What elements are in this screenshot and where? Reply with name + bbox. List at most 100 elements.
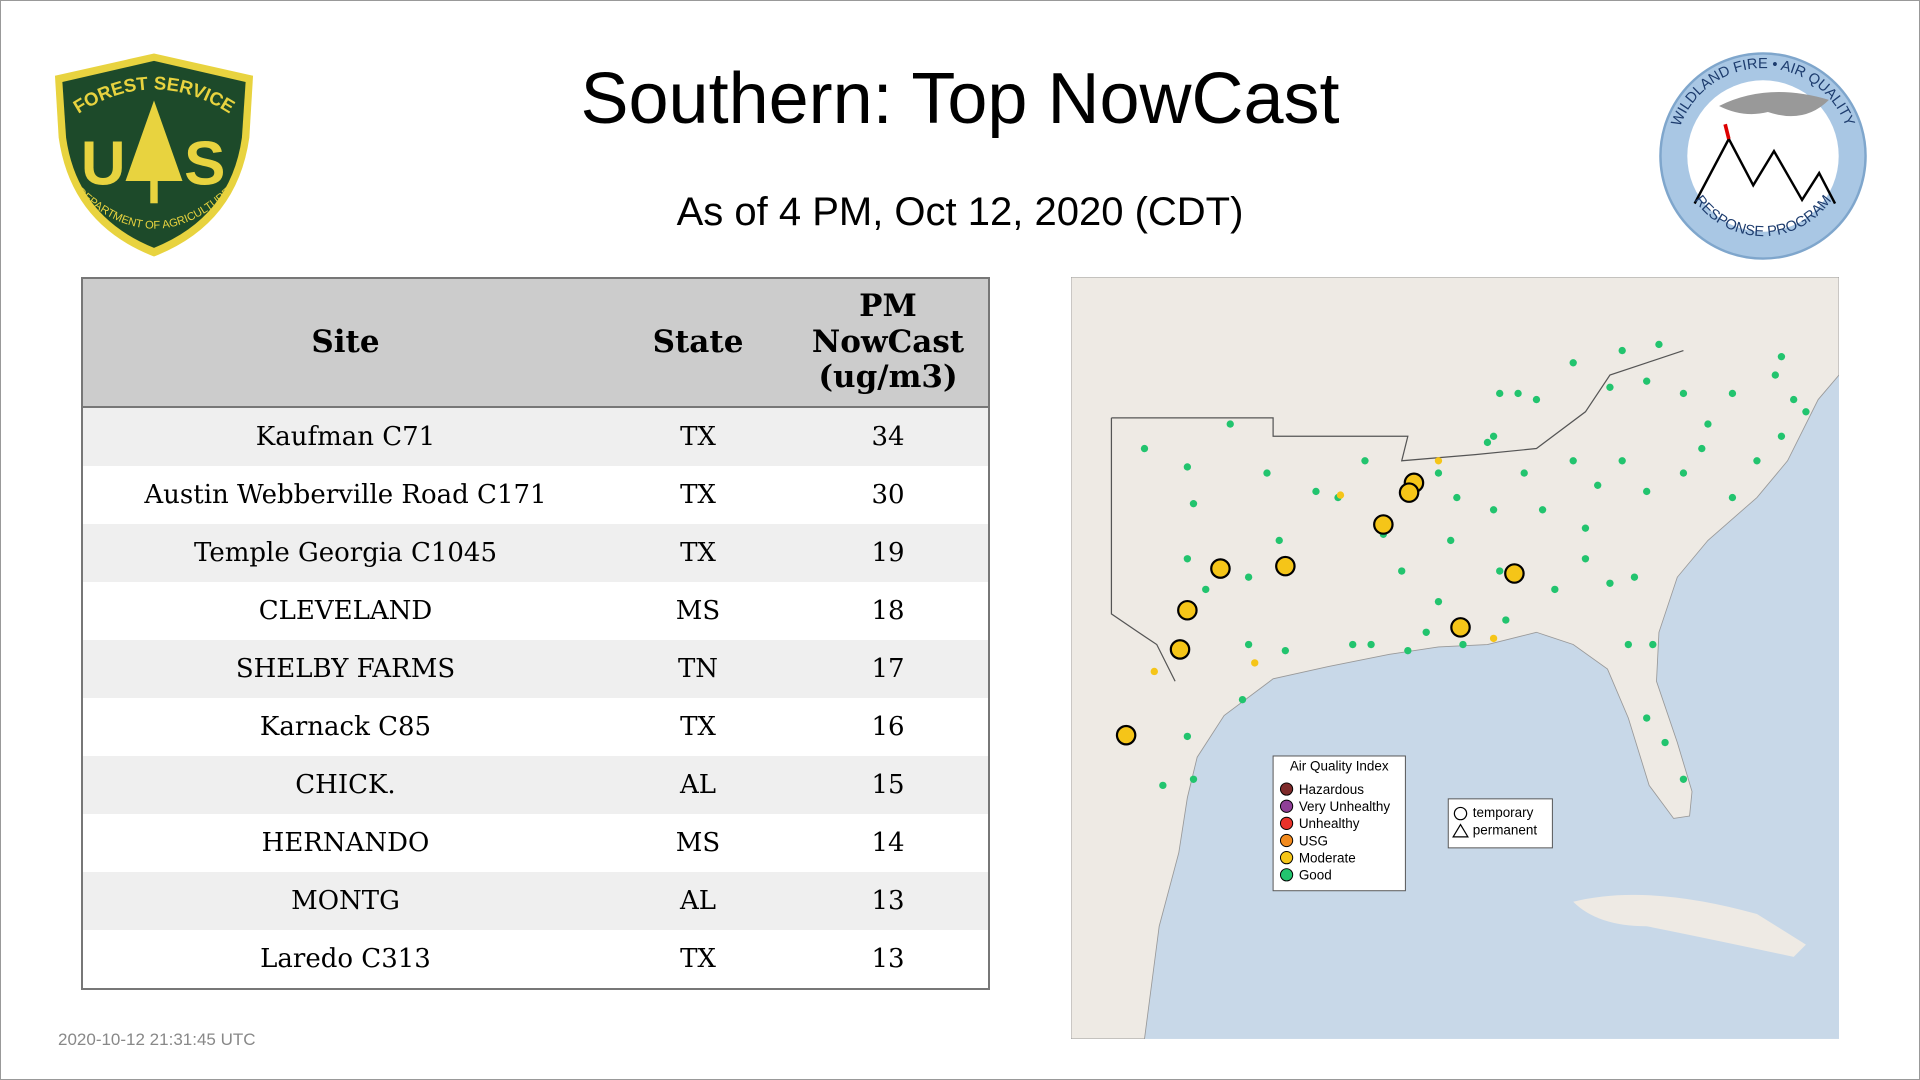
table-cell: CLEVELAND bbox=[258, 596, 433, 626]
station bbox=[1434, 469, 1443, 477]
station bbox=[1367, 640, 1375, 649]
station bbox=[1373, 514, 1394, 535]
station bbox=[1183, 732, 1192, 741]
table-row: Austin Webberville Road C171 TX 30 bbox=[82, 466, 989, 524]
table-cell: TX bbox=[608, 524, 788, 582]
column-header: Site bbox=[82, 278, 608, 408]
timestamp: 2020-10-12 21:31:45 UTC bbox=[58, 1030, 256, 1049]
station bbox=[1189, 499, 1198, 508]
station bbox=[1790, 395, 1798, 404]
station bbox=[1210, 558, 1231, 579]
table-cell: Austin Webberville Road C171 bbox=[144, 480, 547, 510]
table-cell: TX bbox=[608, 407, 788, 466]
legend-swatch bbox=[1279, 816, 1294, 830]
station bbox=[1244, 640, 1253, 649]
station bbox=[1251, 659, 1259, 667]
station bbox=[1771, 371, 1779, 379]
station bbox=[1728, 493, 1737, 502]
table-row: Laredo C313 TX 13 bbox=[82, 930, 989, 989]
station bbox=[1514, 389, 1522, 398]
station bbox=[1606, 579, 1614, 587]
station bbox=[1643, 487, 1651, 496]
station bbox=[1624, 640, 1632, 649]
station bbox=[1532, 395, 1541, 404]
legend-title: Air Quality Index bbox=[1290, 759, 1389, 774]
subtitle: As of 4 PM, Oct 12, 2020 (CDT) bbox=[676, 190, 1244, 234]
station bbox=[1504, 563, 1525, 584]
legend-swatch bbox=[1279, 833, 1294, 848]
station bbox=[1336, 491, 1345, 499]
table-cell: 13 bbox=[788, 872, 989, 930]
table-cell: Karnack C85 bbox=[259, 712, 432, 742]
station bbox=[1434, 597, 1443, 606]
station bbox=[1643, 377, 1651, 385]
station bbox=[1753, 457, 1761, 465]
table-cell: Temple Georgia C1045 bbox=[82, 524, 608, 582]
station bbox=[1312, 487, 1320, 496]
table-cell: TX bbox=[680, 712, 716, 742]
legend-swatch bbox=[1279, 868, 1294, 882]
table-cell: TN bbox=[608, 640, 788, 698]
legend-label: Very Unhealthy bbox=[1299, 799, 1391, 814]
table-cell: Kaufman C71 bbox=[82, 407, 608, 466]
legend-swatch bbox=[1279, 782, 1294, 796]
table-row: SHELBY FARMS TN 17 bbox=[82, 640, 989, 698]
station bbox=[1275, 555, 1296, 577]
station bbox=[1551, 585, 1559, 594]
table-cell: 19 bbox=[788, 524, 989, 582]
station bbox=[1698, 444, 1706, 453]
station bbox=[1275, 536, 1283, 545]
station bbox=[1502, 616, 1510, 624]
station bbox=[1581, 524, 1590, 532]
station bbox=[1728, 389, 1737, 398]
station bbox=[1679, 389, 1688, 398]
column-header: State bbox=[608, 278, 788, 408]
legend-label: Good bbox=[1299, 868, 1332, 883]
station bbox=[1606, 383, 1614, 391]
station bbox=[1496, 389, 1504, 398]
station bbox=[1489, 634, 1498, 643]
legend-label: Unhealthy bbox=[1299, 816, 1360, 831]
table-row: CHICK. AL 15 bbox=[82, 756, 989, 814]
table-row: Kaufman C71 TX 34 bbox=[82, 407, 989, 466]
legend-swatch bbox=[1279, 851, 1294, 865]
station bbox=[1569, 359, 1577, 367]
station bbox=[1581, 555, 1590, 563]
table-cell: 16 bbox=[871, 712, 905, 742]
station bbox=[1569, 457, 1577, 465]
station bbox=[1777, 432, 1786, 440]
station bbox=[1453, 493, 1461, 502]
table-cell: 18 bbox=[871, 596, 905, 626]
station bbox=[1679, 775, 1688, 783]
station bbox=[1643, 714, 1651, 722]
station bbox=[1679, 469, 1688, 477]
station bbox=[1489, 506, 1498, 514]
table-cell: AL bbox=[608, 756, 788, 814]
station bbox=[1183, 555, 1192, 563]
station bbox=[1661, 738, 1669, 747]
station bbox=[1398, 567, 1406, 575]
station bbox=[1618, 457, 1626, 465]
table-cell: MS bbox=[675, 828, 721, 858]
station bbox=[1238, 695, 1247, 704]
table-row: Temple Georgia C1045 TX 19 bbox=[82, 524, 989, 582]
station bbox=[1226, 420, 1234, 428]
station bbox=[1483, 438, 1492, 447]
aqi-map: Air Quality Index Hazardous Very Unhealthy… bbox=[1071, 277, 1839, 1039]
forest-service-logo: FOREST SERVICE U S DEPARTMENT OF AGRICUL… bbox=[54, 53, 254, 257]
station bbox=[1618, 346, 1626, 355]
table-cell: MS bbox=[675, 596, 721, 626]
station bbox=[1115, 724, 1137, 746]
station bbox=[1189, 775, 1198, 783]
station bbox=[1349, 640, 1357, 649]
station bbox=[1263, 469, 1271, 477]
station bbox=[1630, 573, 1639, 581]
legend-label: USG bbox=[1299, 833, 1328, 848]
table-cell: CHICK. bbox=[82, 756, 608, 814]
station bbox=[1422, 628, 1430, 636]
table-cell: SHELBY FARMS bbox=[82, 640, 608, 698]
station bbox=[1447, 536, 1455, 545]
legend-label: Moderate bbox=[1299, 851, 1356, 866]
header-row: Site State PM NowCast (ug/m3) bbox=[82, 278, 989, 408]
